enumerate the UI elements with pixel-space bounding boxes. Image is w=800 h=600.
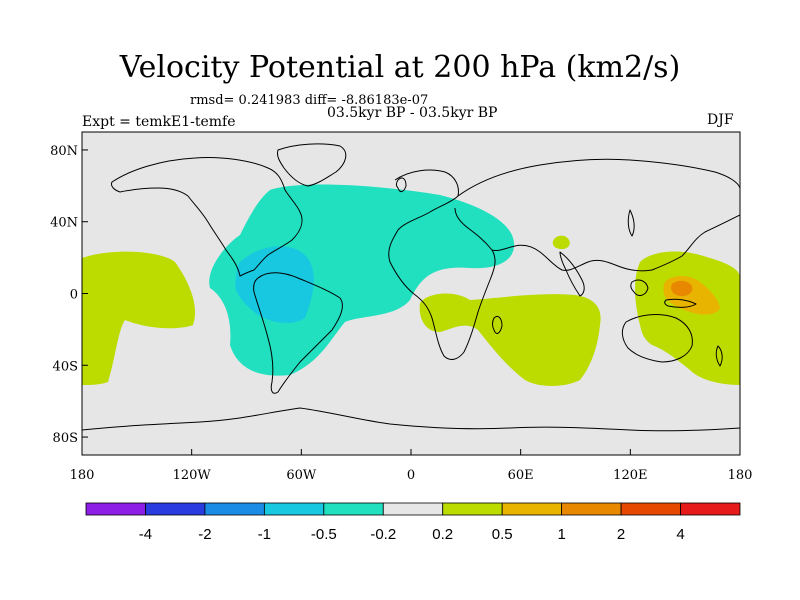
- y-axis: 80N 40N 0 40S 80S: [50, 144, 88, 446]
- season-label: DJF: [707, 112, 734, 128]
- greenland-coastline: [277, 143, 347, 187]
- borneo-coastline: [630, 279, 649, 296]
- south-america-coastline: [253, 272, 343, 394]
- colorbar-swatch: [680, 502, 741, 516]
- colorbar-swatch: [561, 502, 622, 516]
- x-tick-label: 60E: [508, 468, 534, 483]
- madagascar-coastline: [492, 315, 503, 334]
- x-tick-label: 180: [70, 468, 95, 483]
- field-atlantic-americas-negative: [209, 184, 515, 376]
- colorbar-swatch: [382, 502, 444, 516]
- continent-outlines: [82, 143, 740, 432]
- map-title: Velocity Potential at 200 hPa (km2/s): [119, 50, 681, 85]
- colorbar-swatch: [204, 502, 265, 516]
- x-tick-label: 120E: [613, 468, 647, 483]
- x-tick-label: 0: [407, 468, 415, 483]
- colorbar-label: 0.5: [492, 526, 513, 543]
- colorbar-swatch: [145, 502, 206, 516]
- field-indian-ocean-positive: [419, 293, 601, 386]
- field-maritime-continent-positive: [635, 251, 740, 385]
- colorbar-label: 2: [617, 526, 625, 543]
- japan-coastline: [627, 209, 635, 237]
- colorbar-swatch: [501, 502, 563, 516]
- x-tick-label: 120W: [173, 468, 212, 483]
- field-amazon-core-negative: [235, 246, 314, 323]
- colorbar-swatch: [442, 502, 503, 516]
- new-guinea-coastline: [664, 298, 697, 308]
- india-coastline: [559, 251, 585, 297]
- y-tick-label: 40N: [50, 216, 78, 231]
- x-tick-label: 180: [728, 468, 753, 483]
- colorbar-label: -1: [258, 526, 271, 543]
- stats-line: rmsd= 0.241983 diff= -8.86183e-07: [190, 93, 429, 108]
- colorbar-label: -2: [198, 526, 211, 543]
- europe-africa-coastline: [388, 169, 496, 360]
- antarctica-coastline: [82, 407, 740, 432]
- field-western-pacific-peak: [670, 280, 693, 297]
- colorbar-label: -0.2: [370, 526, 396, 543]
- x-axis: 180 120W 60W 0 60E 120E 180: [70, 449, 753, 483]
- colorbar-label: -4: [139, 526, 152, 543]
- colorbar-swatch: [263, 502, 325, 516]
- australia-coastline: [621, 314, 693, 363]
- colorbar-label: 1: [557, 526, 565, 543]
- colorbar-swatch: [85, 502, 146, 516]
- x-tick-label: 60W: [286, 468, 317, 483]
- uk-coastline: [396, 177, 407, 193]
- periods-line: 03.5kyr BP - 03.5kyr BP: [327, 105, 498, 121]
- field-arabia-small-positive: [552, 235, 570, 250]
- y-tick-label: 80N: [50, 144, 78, 159]
- field-eastern-pacific-positive: [82, 251, 196, 385]
- asia-coastline: [457, 158, 740, 272]
- colorbar-label: 4: [676, 526, 684, 543]
- colorbar: -4 -2 -1 -0.5 -0.2 0.2 0.5 1 2 4: [85, 502, 741, 543]
- colorbar-label: 0.2: [432, 526, 453, 543]
- north-america-coastline: [111, 157, 303, 277]
- new-zealand-coastline: [715, 345, 723, 367]
- colorbar-swatch: [620, 502, 681, 516]
- y-tick-label: 80S: [53, 431, 78, 446]
- colorbar-label: -0.5: [311, 526, 337, 543]
- y-tick-label: 40S: [53, 359, 78, 374]
- colorbar-swatch: [323, 502, 384, 516]
- experiment-label: Expt = temkE1-temfe: [82, 114, 236, 130]
- y-tick-label: 0: [70, 288, 78, 303]
